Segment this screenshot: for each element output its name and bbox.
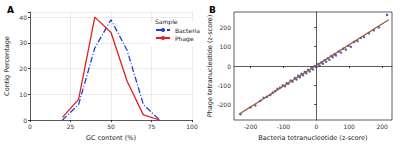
svg-text:Bacteria: Bacteria xyxy=(175,27,200,34)
svg-text:-200: -200 xyxy=(217,101,231,108)
svg-text:50: 50 xyxy=(107,123,115,130)
svg-text:40: 40 xyxy=(19,14,27,21)
svg-text:100: 100 xyxy=(343,123,355,130)
svg-text:Contig Percentage: Contig Percentage xyxy=(3,36,11,96)
svg-text:0: 0 xyxy=(23,117,27,124)
svg-text:Bacteria tetranucleotide (z-sc: Bacteria tetranucleotide (z-score) xyxy=(258,134,367,142)
svg-text:0: 0 xyxy=(314,123,318,130)
svg-text:200: 200 xyxy=(220,24,232,31)
svg-text:-100: -100 xyxy=(277,123,291,130)
svg-text:75: 75 xyxy=(148,123,156,130)
svg-text:Phage tetranucleotide (z-score: Phage tetranucleotide (z-score) xyxy=(206,15,214,117)
svg-text:Phage: Phage xyxy=(175,35,194,43)
svg-text:Sample: Sample xyxy=(155,18,178,26)
svg-text:0: 0 xyxy=(28,123,32,130)
svg-text:100: 100 xyxy=(186,123,198,130)
svg-text:10: 10 xyxy=(19,91,27,98)
svg-text:100: 100 xyxy=(220,43,232,50)
svg-text:25: 25 xyxy=(67,123,75,130)
svg-text:GC content (%): GC content (%) xyxy=(86,134,136,142)
svg-text:A: A xyxy=(7,5,14,15)
svg-text:0: 0 xyxy=(227,63,231,70)
svg-text:20: 20 xyxy=(19,65,27,72)
svg-text:30: 30 xyxy=(19,39,27,46)
svg-text:-100: -100 xyxy=(217,82,231,89)
svg-text:200: 200 xyxy=(376,123,388,130)
svg-text:B: B xyxy=(209,5,216,15)
svg-text:-200: -200 xyxy=(244,123,258,130)
